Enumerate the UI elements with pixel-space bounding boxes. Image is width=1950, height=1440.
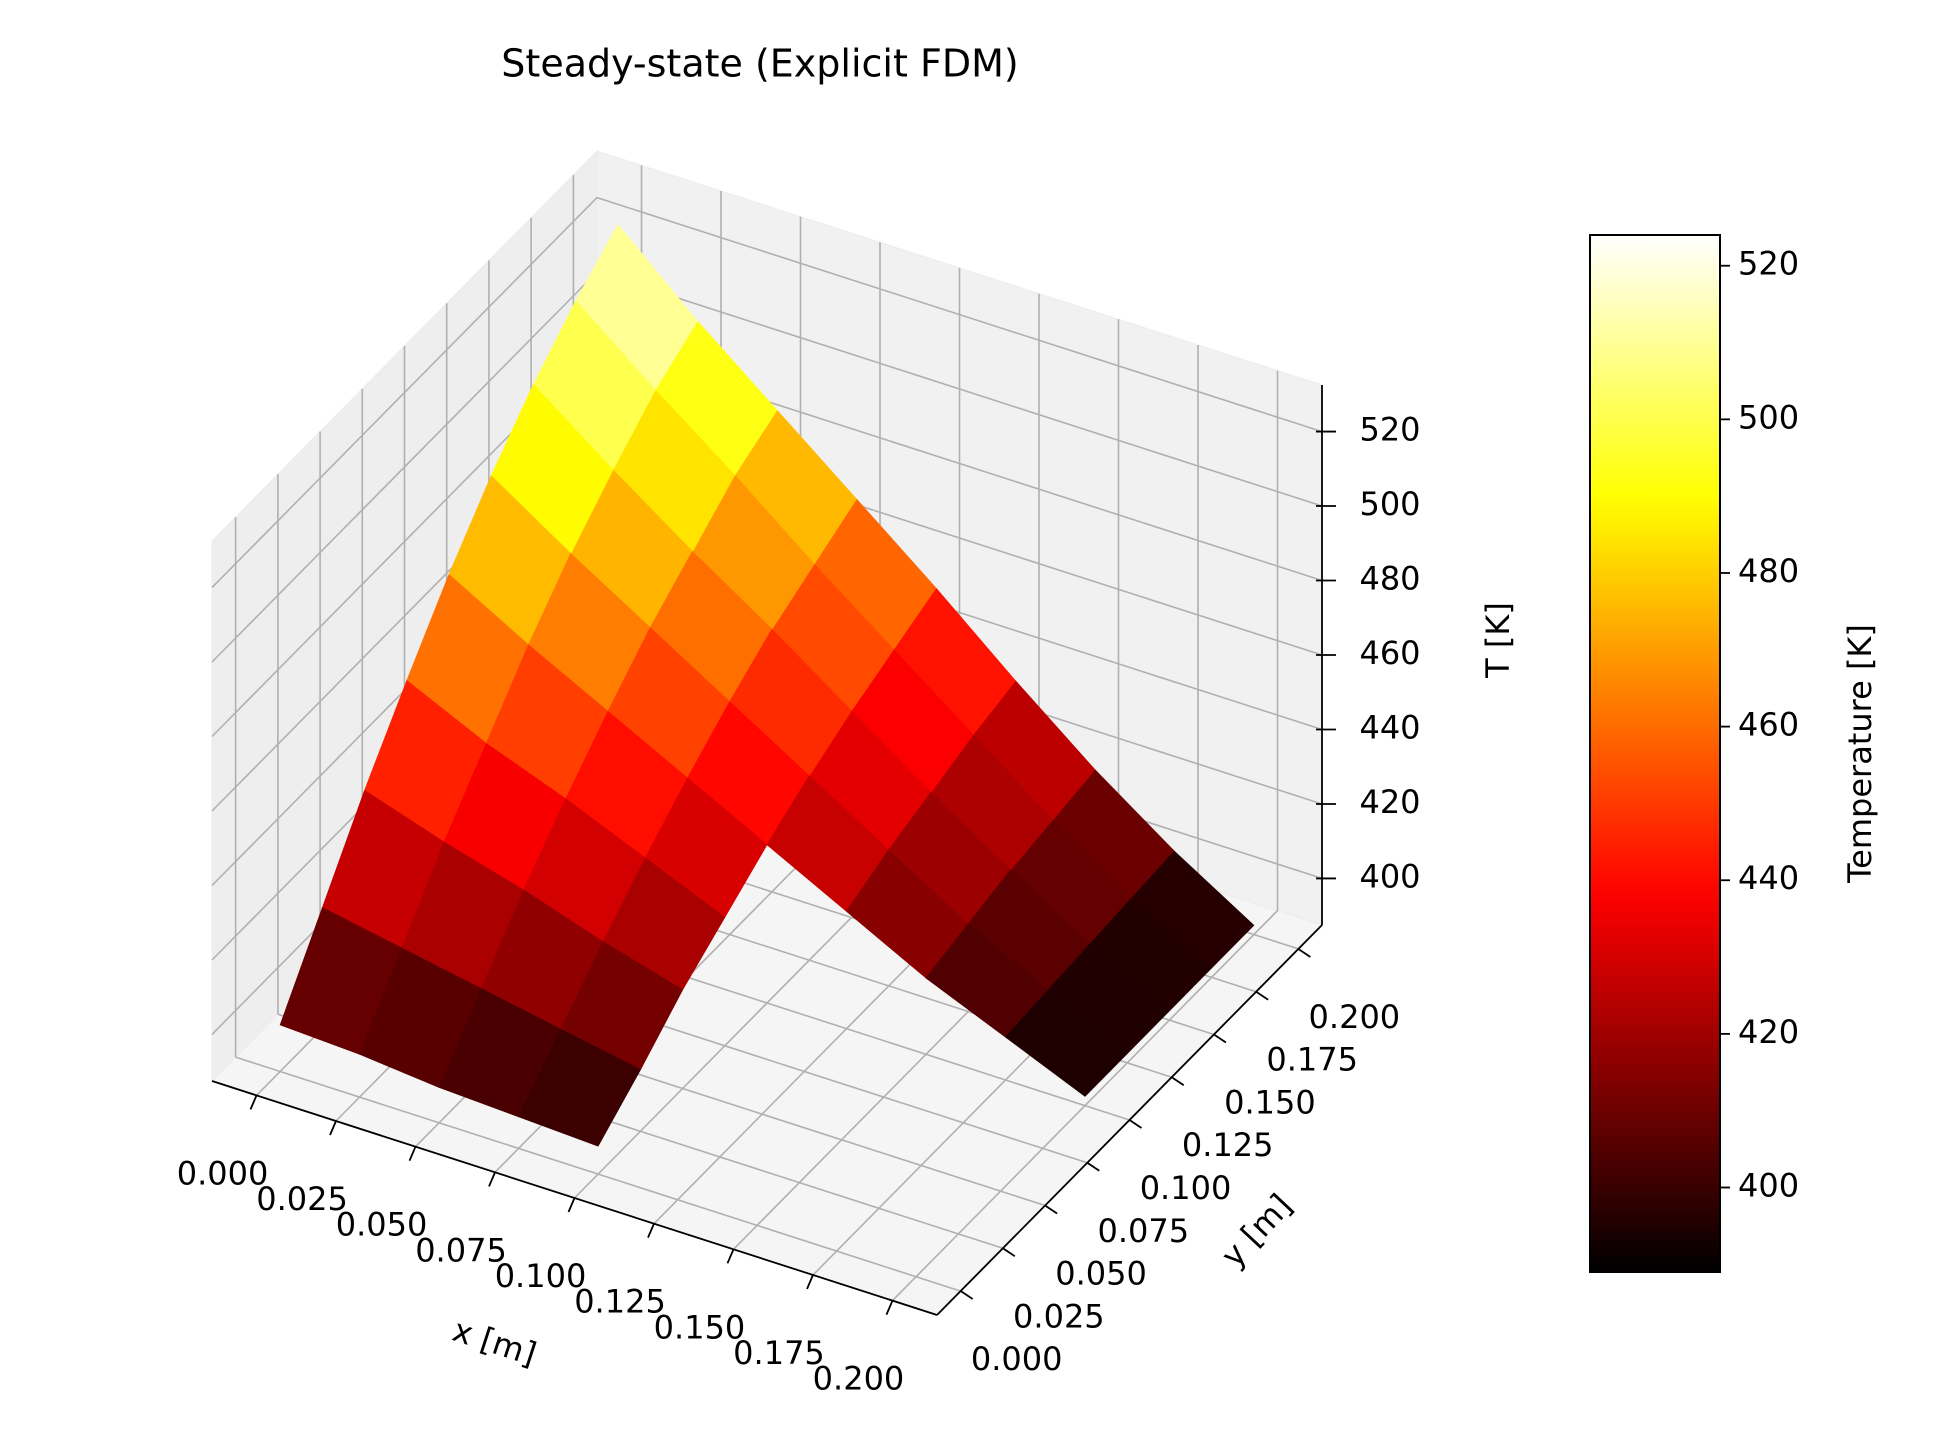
x-tick-label: 0.175 xyxy=(733,1334,825,1372)
grid-line xyxy=(211,196,1323,589)
y-tick-label: 0.200 xyxy=(1309,998,1401,1036)
chart-title: Steady-state (Explicit FDM) xyxy=(501,42,1018,86)
z-tick-label: 440 xyxy=(1359,708,1420,746)
colorbar-tick-label: 500 xyxy=(1738,398,1799,436)
x-tick-label: 0.050 xyxy=(336,1206,428,1244)
x-tick xyxy=(408,1146,417,1162)
colorbar-tick-label: 400 xyxy=(1738,1167,1799,1205)
x-axis-label: x [m] xyxy=(448,1311,541,1373)
y-tick xyxy=(1129,1119,1142,1129)
x-tick xyxy=(806,1274,814,1290)
z-axis-label: T [K] xyxy=(1479,602,1517,679)
grid-line xyxy=(211,271,1323,663)
x-tick xyxy=(249,1095,258,1110)
colorbar-tick-label: 480 xyxy=(1738,552,1799,590)
x-tick-label: 0.100 xyxy=(495,1257,587,1295)
z-tick-label: 500 xyxy=(1359,485,1420,523)
surface-face xyxy=(1005,990,1128,1097)
y-tick xyxy=(1044,1204,1058,1215)
x-tick xyxy=(488,1171,496,1187)
surface-face xyxy=(518,1028,641,1147)
y-tick xyxy=(1213,1033,1227,1044)
x-tick-label: 0.200 xyxy=(813,1360,905,1398)
y-tick-label: 0.100 xyxy=(1140,1169,1232,1207)
x-tick xyxy=(647,1223,655,1239)
y-tick xyxy=(1255,990,1269,1001)
x-tick xyxy=(885,1300,894,1315)
x-tick-label: 0.125 xyxy=(574,1283,666,1321)
z-tick-label: 520 xyxy=(1359,411,1420,449)
y-tick xyxy=(1171,1076,1185,1086)
x-tick-label: 0.075 xyxy=(415,1231,507,1269)
colorbar-tick-label: 440 xyxy=(1738,859,1799,897)
y-tick xyxy=(960,1290,974,1300)
y-tick-label: 0.125 xyxy=(1182,1126,1274,1164)
x-tick-label: 0.025 xyxy=(256,1180,348,1218)
z-tick-label: 460 xyxy=(1359,634,1420,672)
colorbar-tick-label: 520 xyxy=(1738,245,1799,283)
z-tick-label: 420 xyxy=(1359,783,1420,821)
y-tick-label: 0.175 xyxy=(1266,1041,1358,1079)
z-tick-label: 400 xyxy=(1359,857,1420,895)
colorbar-tick-label: 420 xyxy=(1738,1013,1799,1051)
y-tick-label: 0.025 xyxy=(1013,1297,1105,1335)
y-tick xyxy=(1086,1162,1100,1172)
x-tick xyxy=(329,1120,337,1136)
colorbar-tick-label: 460 xyxy=(1738,706,1799,744)
y-tick-label: 0.000 xyxy=(971,1340,1063,1378)
x-tick-label: 0.000 xyxy=(177,1154,269,1192)
colorbar xyxy=(1589,234,1721,1273)
x-tick xyxy=(567,1197,576,1213)
axis-line xyxy=(936,924,1323,1316)
y-tick-label: 0.050 xyxy=(1055,1255,1147,1293)
colorbar-label: Temperature [K] xyxy=(1841,624,1879,884)
z-tick-label: 480 xyxy=(1359,560,1420,598)
y-tick-label: 0.150 xyxy=(1224,1083,1316,1121)
y-tick-label: 0.075 xyxy=(1097,1212,1189,1250)
y-tick xyxy=(1002,1247,1016,1258)
x-tick-label: 0.150 xyxy=(654,1308,746,1346)
axis-line xyxy=(211,1080,938,1316)
x-tick xyxy=(726,1248,735,1264)
y-tick xyxy=(1297,948,1311,958)
